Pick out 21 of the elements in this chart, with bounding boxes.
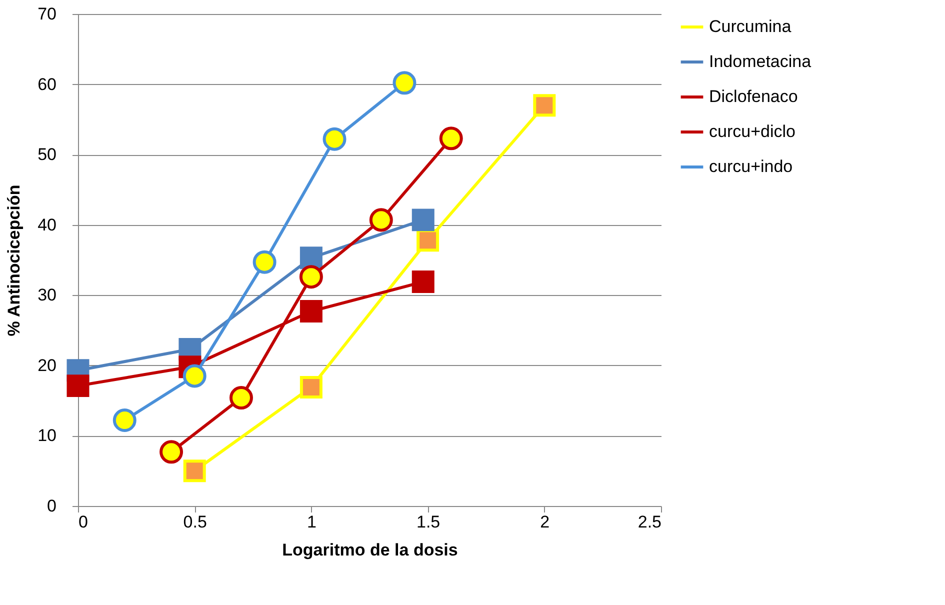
x-tick-label: 1 <box>306 512 316 532</box>
y-axis-title: % Antinocicepción <box>4 184 24 336</box>
y-tick-label: 20 <box>38 356 56 375</box>
x-tick-label: 1.5 <box>416 512 440 532</box>
legend-label: Indometacina <box>709 52 812 71</box>
y-tick-label: 50 <box>38 145 56 164</box>
legend-label: Curcumina <box>709 17 792 36</box>
y-tick-label: 10 <box>38 426 56 446</box>
y-tick-label: 0 <box>47 496 56 516</box>
y-tick-label: 30 <box>38 286 56 305</box>
x-tick-label: 0.5 <box>183 512 207 532</box>
legend-label: Diclofenaco <box>709 87 798 106</box>
x-tick-label: 0 <box>78 512 88 532</box>
y-tick-label: 40 <box>38 215 56 234</box>
x-axis-title: Logaritmo de la dosis <box>282 540 458 560</box>
y-tick-label: 60 <box>38 74 56 94</box>
legend-label: curcu+indo <box>709 157 793 176</box>
y-tick-label: 70 <box>38 4 56 24</box>
x-tick-label: 2 <box>540 512 550 532</box>
x-tick-label: 2.5 <box>638 512 662 532</box>
legend-label: curcu+diclo <box>709 122 796 141</box>
